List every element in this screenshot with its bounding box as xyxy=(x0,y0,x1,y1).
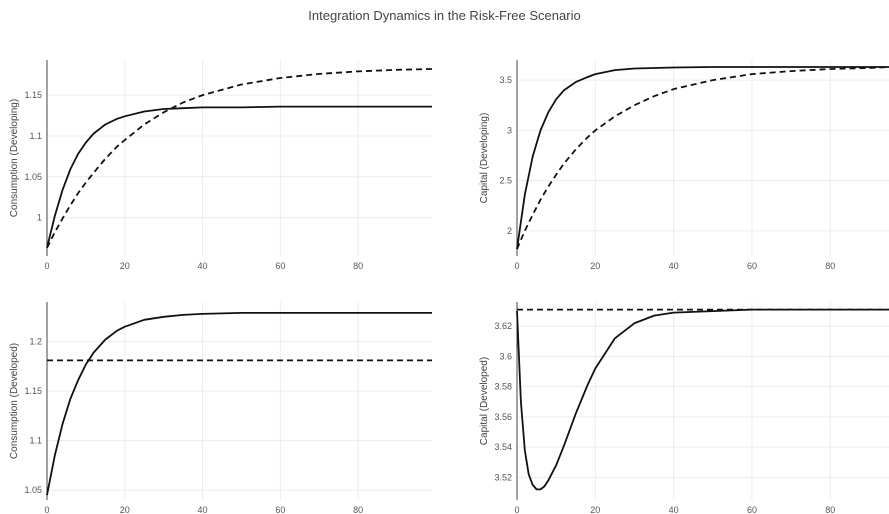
subplot-consumption-developing: 0 20 40 60 80 1 1.05 1.1 1.15 Consumption (Develo… xyxy=(9,60,433,271)
y-tick-label: 3.62 xyxy=(494,321,512,331)
y-tick-label: 1.15 xyxy=(24,386,42,396)
y-tick-label: 3 xyxy=(507,125,512,135)
x-tick-label: 60 xyxy=(747,261,757,271)
x-tick-label: 40 xyxy=(669,261,679,271)
x-tick-label: 40 xyxy=(198,261,208,271)
subplot-capital-developed: 0 20 40 60 80 3.52 3.54 3.56 3.58 3.6 3.62 Capital … xyxy=(479,302,889,514)
y-tick-label: 3.6 xyxy=(499,351,512,361)
solid-series-line xyxy=(516,308,889,491)
solid-series-line xyxy=(516,66,889,250)
y-tick-label: 3.58 xyxy=(494,382,512,392)
x-tick-label: 40 xyxy=(198,505,208,514)
subplot-capital-developing: 0 20 40 60 80 2 2.5 3 3.5 Capital (Developing) xyxy=(479,60,889,271)
chart-title: Integration Dynamics in the Risk-Free Sc… xyxy=(308,8,581,23)
y-axis-title: Consumption (Developed) xyxy=(9,343,20,459)
x-tick-label: 20 xyxy=(590,505,600,514)
subplot-consumption-developed: 0 20 40 60 80 1.05 1.1 1.15 1.2 Consumption (Deve… xyxy=(9,302,432,514)
y-tick-label: 2.5 xyxy=(499,176,512,186)
solid-series-line xyxy=(46,311,432,496)
y-tick-label: 1.2 xyxy=(29,337,42,347)
x-tick-label: 80 xyxy=(353,261,363,271)
y-tick-label: 1.05 xyxy=(24,172,42,182)
x-tick-label: 0 xyxy=(514,505,519,514)
y-tick-label: 1.15 xyxy=(24,90,42,100)
solid-series-line xyxy=(46,105,432,249)
y-tick-label: 2 xyxy=(507,226,512,236)
x-tick-label: 80 xyxy=(825,505,835,514)
x-tick-label: 0 xyxy=(514,261,519,271)
x-tick-label: 60 xyxy=(275,261,285,271)
x-tick-label: 20 xyxy=(590,261,600,271)
x-tick-label: 80 xyxy=(825,261,835,271)
x-tick-label: 60 xyxy=(275,505,285,514)
x-tick-label: 80 xyxy=(353,505,363,514)
dashed-series-line xyxy=(46,68,433,249)
y-tick-label: 1.1 xyxy=(29,436,42,446)
x-tick-label: 60 xyxy=(747,505,757,514)
y-tick-label: 3.52 xyxy=(494,472,512,482)
y-tick-label: 3.54 xyxy=(494,442,512,452)
y-tick-label: 3.5 xyxy=(499,75,512,85)
x-tick-label: 0 xyxy=(44,505,49,514)
y-tick-label: 1 xyxy=(37,213,42,223)
y-tick-label: 1.1 xyxy=(29,131,42,141)
x-tick-label: 0 xyxy=(44,261,49,271)
x-tick-label: 20 xyxy=(120,505,130,514)
x-tick-label: 20 xyxy=(120,261,130,271)
dashed-series-line xyxy=(516,66,889,250)
y-tick-label: 3.56 xyxy=(494,412,512,422)
y-axis-title: Capital (Developing) xyxy=(479,113,490,204)
y-axis-title: Consumption (Developing) xyxy=(9,99,20,217)
x-tick-label: 40 xyxy=(669,505,679,514)
y-axis-title: Capital (Developed) xyxy=(479,357,490,445)
y-tick-label: 1.05 xyxy=(24,485,42,495)
